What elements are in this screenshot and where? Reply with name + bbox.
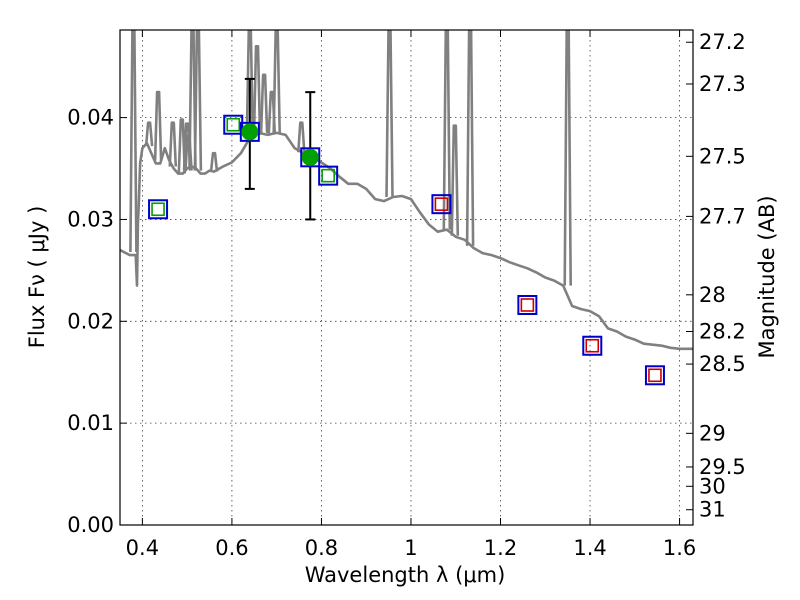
green-circle-marker — [241, 123, 259, 141]
emission-line — [153, 90, 163, 161]
red-square-marker — [434, 197, 449, 211]
y-tick-label: 0.04 — [67, 106, 114, 130]
emission-line — [209, 151, 219, 172]
emission-line — [245, 30, 255, 139]
right-tick-label: 28.5 — [699, 352, 746, 376]
red-square-marker — [648, 368, 662, 383]
y-tick-label: 0.00 — [67, 513, 114, 537]
right-tick-label: 28 — [699, 283, 726, 307]
emission-line — [193, 30, 203, 171]
emission-line — [188, 30, 197, 169]
right-tick-label: 31 — [699, 498, 726, 522]
blue-box-marker — [517, 295, 538, 315]
right-tick-label: 30 — [699, 474, 726, 498]
red-square-marker — [585, 338, 600, 353]
blue-box-marker — [582, 335, 603, 356]
green-square-marker — [151, 202, 165, 217]
right-tick-label: 27.2 — [699, 30, 746, 54]
right-tick-label: 28.2 — [699, 319, 746, 343]
emission-line — [297, 121, 306, 153]
x-tick-label: 1.6 — [663, 536, 696, 560]
y-tick-label: 0.02 — [67, 309, 114, 333]
emission-line — [252, 45, 262, 135]
emission-line — [385, 30, 394, 198]
green-square-marker — [321, 168, 335, 183]
grid — [120, 30, 693, 526]
x-tick-label: 0.6 — [215, 536, 248, 560]
blue-box-marker — [148, 199, 169, 220]
markers — [148, 77, 665, 386]
emission-line — [144, 121, 154, 147]
y-tick-label: 0.03 — [67, 207, 114, 231]
x-tick-label: 0.4 — [126, 536, 159, 560]
right-tick-label: 27.3 — [699, 72, 746, 96]
green-circle-marker — [301, 148, 319, 166]
plot-area — [120, 30, 693, 351]
right-tick-label: 27.5 — [699, 144, 746, 168]
emission-line — [272, 30, 281, 133]
plot-frame — [119, 29, 694, 526]
blue-box-marker — [431, 194, 452, 215]
x-tick-label: 1 — [404, 536, 417, 560]
blue-box-marker — [239, 121, 260, 142]
red-square-marker — [520, 298, 535, 312]
right-tick-label: 29 — [699, 421, 726, 445]
y-tick-label: 0.01 — [67, 411, 114, 435]
emission-line — [168, 121, 178, 167]
x-axis-label: Wavelength λ (μm) — [305, 563, 506, 587]
y-axis-label: Flux Fν ( μJy ) — [25, 206, 49, 349]
emission-line — [129, 30, 138, 253]
blue-box-marker — [318, 165, 339, 186]
emission-line — [177, 118, 187, 174]
x-tick-label: 1.2 — [484, 536, 517, 560]
x-tick-label: 1.4 — [573, 536, 606, 560]
green-square-marker — [226, 117, 241, 132]
emission-line — [465, 30, 475, 246]
emission-line — [450, 124, 460, 236]
right-tick-label: 29.5 — [699, 455, 746, 479]
blue-box-marker — [644, 365, 665, 386]
right-tick-label: 27.7 — [699, 204, 746, 228]
emission-line — [563, 30, 572, 286]
emission-line — [259, 73, 269, 133]
x-tick-label: 0.8 — [305, 536, 338, 560]
right-axis-label: Magnitude (AB) — [755, 195, 779, 358]
spectrum-line — [120, 131, 693, 351]
axes: 0.4 0.6 0.8 1 1.2 1.4 1.6 0.00 0.01 0.02 0.03 0.04 2… — [67, 30, 746, 560]
emission-line — [442, 30, 452, 230]
blue-box-marker — [223, 114, 244, 135]
blue-box-marker — [300, 147, 321, 168]
